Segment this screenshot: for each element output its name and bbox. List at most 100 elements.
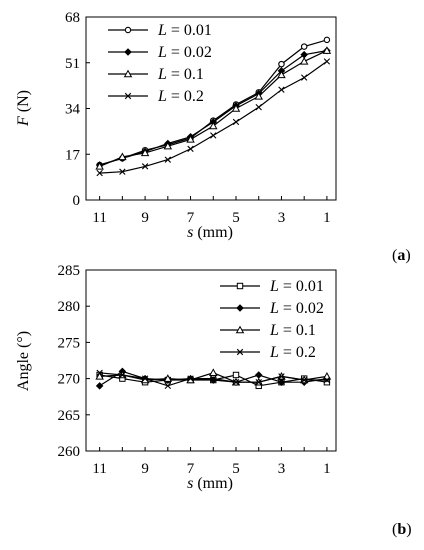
panel-label: (a) (392, 247, 411, 264)
legend-label: L = 0.01 (269, 278, 324, 295)
legend-item: L = 0.2 (108, 88, 204, 105)
data-point (209, 368, 218, 377)
y-tick-label: 17 (65, 147, 81, 163)
data-point (140, 148, 150, 157)
series-line (99, 39, 328, 166)
x-tick-label: 11 (92, 210, 106, 226)
legend-value: = 0.1 (279, 322, 316, 339)
legend-item: L = 0.01 (108, 22, 212, 39)
data-point (209, 121, 218, 130)
data-point (163, 141, 173, 150)
legend-variable: L (157, 66, 167, 83)
legend: L = 0.01L = 0.02L = 0.1L = 0.2 (220, 278, 324, 361)
data-point (232, 371, 240, 379)
data-point (277, 70, 286, 79)
series-2 (95, 46, 331, 169)
data-point (164, 382, 172, 390)
legend-item: L = 0.1 (108, 66, 204, 83)
series-1 (96, 36, 331, 169)
legend-value: = 0.01 (279, 278, 324, 295)
y-tick-label: 34 (65, 102, 81, 118)
x-tick-label: 3 (278, 210, 286, 226)
panel-label-close: ) (406, 521, 411, 538)
y-tick-label: 275 (58, 335, 81, 351)
data-point (277, 378, 286, 386)
data-point (210, 375, 217, 382)
x-tick-label: 7 (187, 210, 195, 226)
y-axis-variable: F (15, 116, 32, 127)
data-point (232, 379, 240, 386)
legend-marker (124, 48, 132, 56)
data-point (255, 103, 262, 111)
data-point (187, 145, 194, 153)
panel-label-open: ( (392, 521, 397, 538)
data-point (278, 60, 285, 68)
data-point (163, 374, 173, 382)
legend-item: L = 0.01 (220, 278, 324, 295)
legend-label: L = 0.2 (269, 344, 316, 361)
data-point (141, 375, 149, 382)
legend-marker (236, 348, 244, 356)
y-tick-label: 280 (58, 299, 81, 315)
y-axis-unit: Angle (°) (15, 331, 32, 391)
data-point (95, 382, 104, 390)
legend-marker (124, 26, 132, 34)
data-point (118, 152, 127, 161)
panel-label-close: ) (405, 247, 410, 264)
legend-value: = 0.02 (167, 44, 212, 61)
chart-panel-b: 260 265 270 275 280 285 11 9 7 5 3 1 s (mm) Angle (°)… (15, 263, 412, 538)
legend-marker (236, 304, 244, 312)
data-point (210, 132, 217, 139)
legend-variable: L (269, 344, 279, 361)
data-point (96, 169, 103, 177)
data-point (95, 161, 104, 170)
y-axis-title: F (N) (15, 90, 32, 127)
y-tick-label: 0 (73, 193, 81, 209)
series-4 (96, 369, 331, 390)
series-4 (96, 58, 331, 177)
legend-marker (235, 325, 245, 334)
legend-item: L = 0.02 (220, 300, 324, 317)
legend-label: L = 0.02 (269, 300, 324, 317)
legend-value: = 0.2 (279, 344, 316, 361)
x-tick-label: 9 (141, 461, 149, 477)
legend-variable: L (269, 300, 279, 317)
legend-item: L = 0.1 (220, 322, 316, 339)
legend-label: L = 0.01 (157, 22, 212, 39)
data-point (300, 376, 308, 384)
series-3 (95, 46, 332, 170)
data-point (96, 369, 103, 376)
data-point (95, 371, 104, 380)
legend-variable: L (157, 88, 167, 105)
y-tick-label: 270 (58, 372, 81, 388)
legend-marker (124, 92, 132, 100)
data-point (300, 43, 308, 50)
legend-value: = 0.01 (167, 22, 212, 39)
series-line (99, 60, 328, 174)
x-axis-unit: (mm) (193, 475, 233, 492)
legend: L = 0.01L = 0.02L = 0.1L = 0.2 (108, 22, 212, 105)
legend-label: L = 0.2 (157, 88, 204, 105)
legend-value: = 0.02 (279, 300, 324, 317)
legend-variable: L (157, 44, 167, 61)
data-point (299, 56, 309, 65)
y-tick-label: 260 (58, 444, 81, 460)
panel-label-letter: b (397, 521, 406, 538)
data-point (119, 371, 126, 379)
x-axis-unit: (mm) (193, 224, 233, 241)
x-tick-label: 1 (323, 210, 331, 226)
data-point (300, 74, 308, 81)
legend-marker (236, 282, 244, 290)
x-tick-label: 5 (232, 210, 240, 226)
plot-frame (85, 269, 337, 452)
x-axis-variable: s (187, 475, 193, 492)
legend-label: L = 0.1 (269, 322, 316, 339)
x-tick-label: 1 (323, 461, 331, 477)
y-axis-title: Angle (°) (15, 331, 32, 391)
panel-label-letter: a (397, 247, 405, 264)
panel-label: (b) (392, 521, 412, 538)
x-tick-label: 9 (141, 210, 149, 226)
legend-label: L = 0.02 (157, 44, 212, 61)
